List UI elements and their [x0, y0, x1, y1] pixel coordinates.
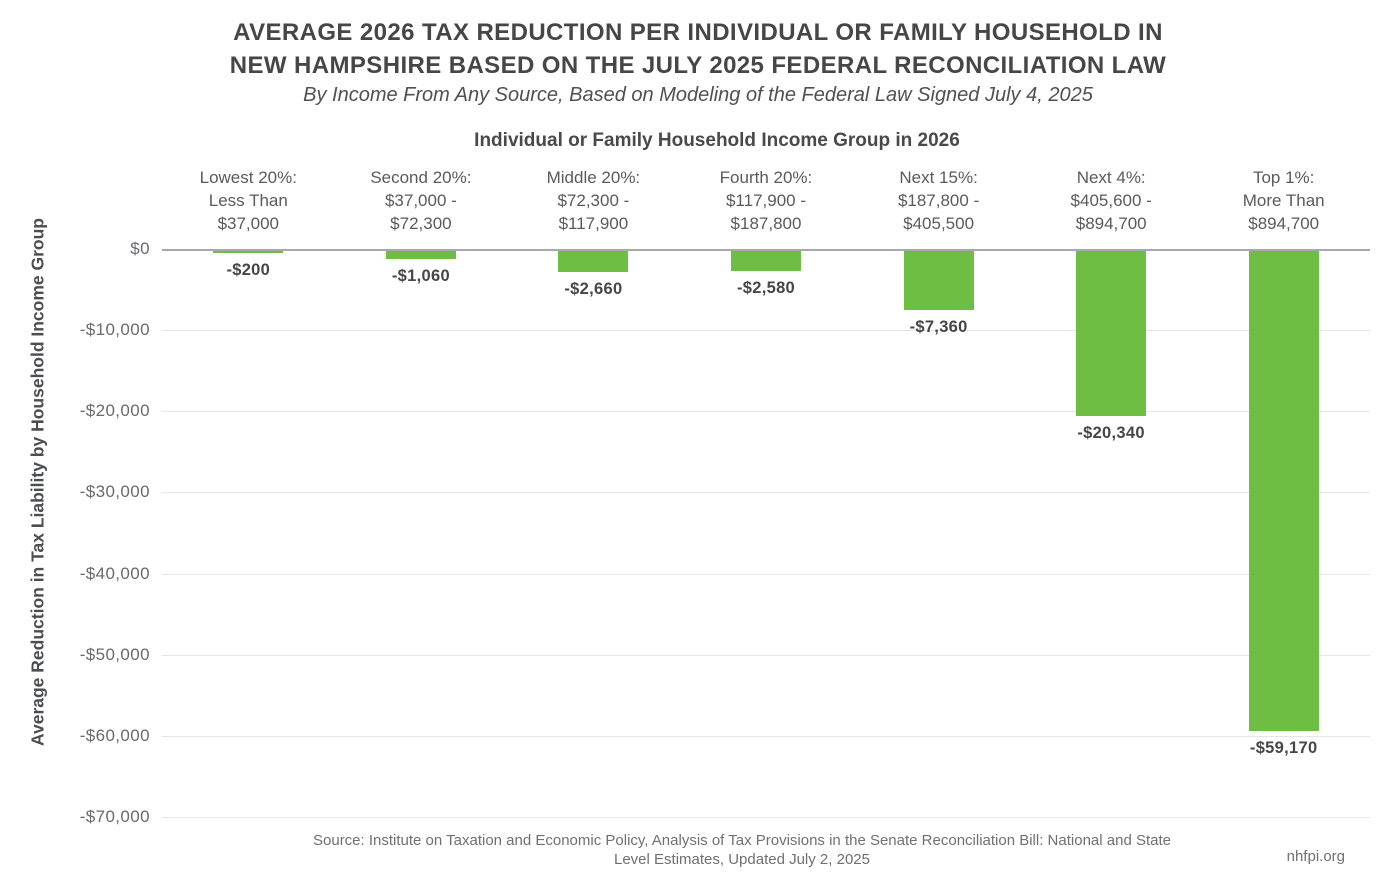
website-text: nhfpi.org — [1286, 848, 1345, 865]
bar — [213, 250, 284, 253]
gridline — [162, 492, 1370, 494]
y-tick-label: $0 — [130, 239, 150, 258]
gridline — [162, 411, 1370, 413]
category-label: Next 4%: $405,600 - $894,700 — [1070, 168, 1152, 233]
plot-area: -$200 -$1,060 -$2,660 -$2,580 -$7,360 -$20,34… — [162, 249, 1370, 818]
bar-value-label: -$2,660 — [564, 280, 623, 299]
bar — [558, 250, 629, 273]
source-note-line2: Level Estimates, Updated July 2, 2025 — [614, 850, 870, 868]
gridline — [162, 573, 1370, 575]
x-axis-line — [162, 249, 1370, 251]
bar — [1076, 250, 1147, 416]
bar — [385, 250, 456, 260]
y-tick-label: -$50,000 — [79, 644, 150, 664]
category-label: Next 15%: $187,800 - $405,500 — [897, 168, 980, 233]
bar — [903, 250, 974, 311]
gridline — [162, 735, 1370, 737]
category-label: Second 20%: $37,000 - $72,300 — [370, 168, 472, 233]
x-axis-title: Individual or Family Household Income Gr… — [474, 130, 960, 151]
chart-title-line1: AVERAGE 2026 TAX REDUCTION PER INDIVIDUA… — [233, 19, 1163, 46]
y-tick-label: -$30,000 — [79, 482, 150, 502]
source-note-line1: Source: Institute on Taxation and Econom… — [313, 832, 1171, 849]
chart-title-line2: NEW HAMPSHIRE BASED ON THE JULY 2025 FED… — [229, 52, 1167, 79]
source-note: Source: Institute on Taxation and Econom… — [162, 832, 1322, 869]
y-tick-label: -$10,000 — [79, 320, 150, 340]
bar-value-label: -$2,580 — [736, 279, 796, 298]
y-tick-label: -$60,000 — [79, 725, 150, 745]
chart-subtitle: By Income From Any Source, Based on Mode… — [303, 84, 1093, 106]
bar-value-label: -$7,360 — [909, 318, 968, 337]
gridline — [162, 330, 1370, 332]
category-label: Middle 20%: $72,300 - $117,900 — [546, 168, 641, 233]
gridline — [162, 817, 1370, 818]
chart-title: AVERAGE 2026 TAX REDUCTION PER INDIVIDUA… — [0, 16, 1396, 82]
gridline — [162, 654, 1370, 656]
bar — [1248, 250, 1319, 731]
category-label: Lowest 20%: Less Than $37,000 — [199, 168, 297, 233]
bar-value-label: -$20,340 — [1077, 423, 1145, 442]
category-label: Fourth 20%: $117,900 - $187,800 — [719, 168, 813, 233]
y-tick-label: -$20,000 — [79, 401, 150, 421]
category-label: Top 1%: More Than $894,700 — [1242, 168, 1325, 233]
y-tick-label: -$40,000 — [79, 563, 150, 583]
bar-value-label: -$59,170 — [1249, 738, 1318, 757]
bar-value-label: -$1,060 — [391, 267, 450, 286]
bar-value-label: -$200 — [226, 260, 271, 279]
bar — [731, 250, 801, 272]
y-tick-label: -$70,000 — [79, 807, 150, 826]
